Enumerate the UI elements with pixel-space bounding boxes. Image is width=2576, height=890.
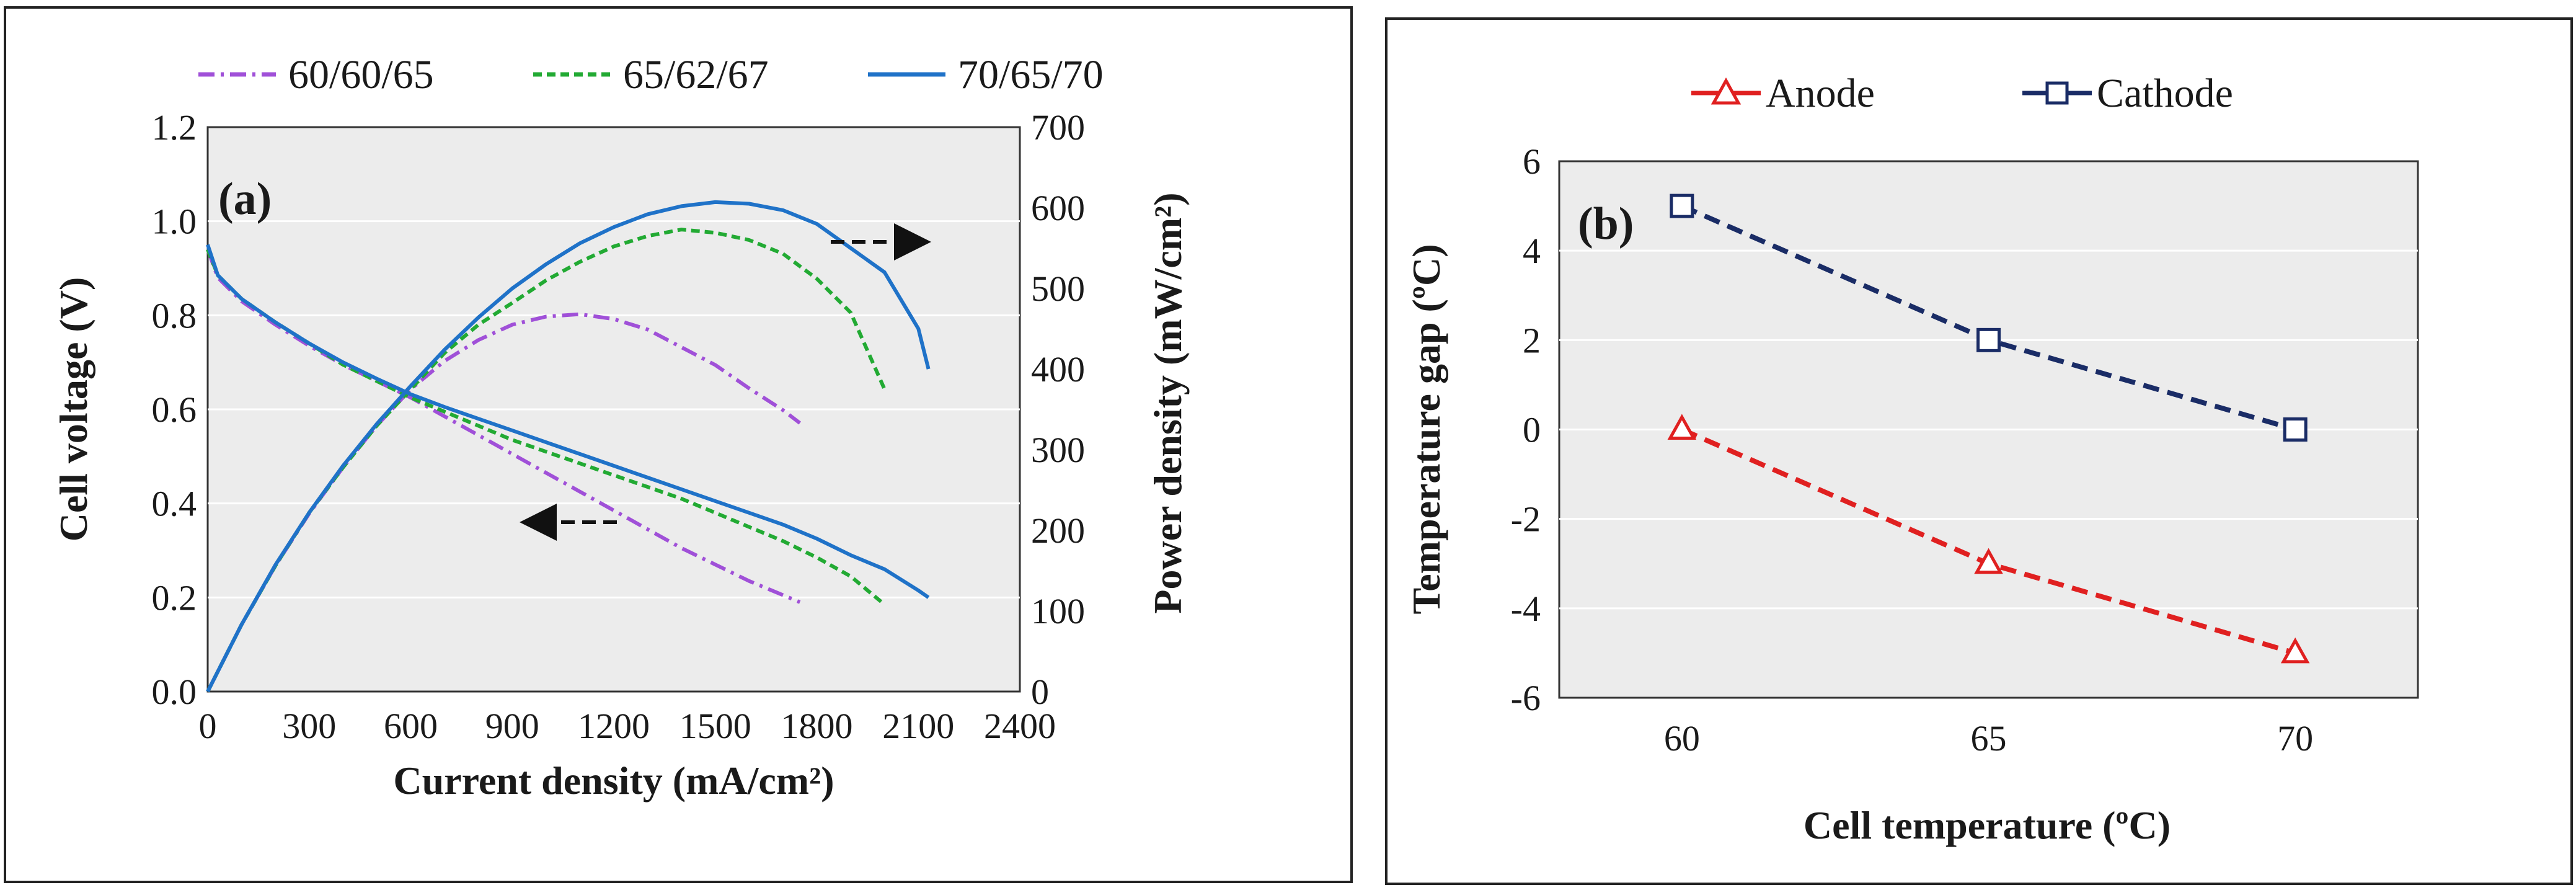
panel-a-gridlines: [208, 220, 1020, 599]
marker-anode: [1974, 548, 2003, 574]
series-voltage-line-60-60-65: [206, 249, 801, 604]
y-tick-label: -6: [1511, 678, 1541, 718]
y-tick-label: -2: [1511, 499, 1541, 540]
panel-b-frame: [1385, 17, 2573, 885]
panel-b: -6 -4 -2 0 2 4 6 60 65 70 (b) Anode Cathode Cell …: [1404, 71, 2419, 847]
y-tick-label: 0.2: [152, 577, 197, 618]
y2-tick-label: 400: [1031, 349, 1085, 389]
y2-tick-label: 500: [1031, 269, 1085, 309]
x-tick-label: 900: [485, 706, 539, 746]
legend-label-60-60-65: 60/60/65: [288, 52, 434, 97]
y-tick-label: 4: [1523, 231, 1541, 271]
x-tick-label: 60: [1664, 718, 1700, 759]
y2-tick-label: 700: [1031, 107, 1085, 148]
panel-b-ticks: -6 -4 -2 0 2 4 6 60 65 70: [1511, 141, 2313, 759]
panel-b-ylabel: Temperature gap (ºC): [1404, 244, 1448, 614]
x-tick-label: 2100: [882, 706, 954, 746]
x-tick-label: 300: [282, 706, 336, 746]
marker-anode: [2280, 637, 2310, 664]
panel-a-ylabel: Cell voltage (V): [51, 277, 95, 542]
y-tick-label: 0.4: [152, 484, 197, 524]
y2-tick-label: 0: [1031, 672, 1049, 712]
panel-a-label: (a): [218, 174, 272, 225]
y-tick-label: 0.6: [152, 389, 197, 430]
legend-marker-anode: [1711, 77, 1742, 105]
legend-marker-cathode: [2045, 81, 2069, 105]
x-tick-label: 600: [384, 706, 438, 746]
panel-a-series: [206, 200, 931, 693]
marker-cathode: [1670, 194, 1694, 218]
series-voltage-line-65-62-67: [206, 249, 886, 607]
panel-b-legend: Anode Cathode: [1691, 71, 2233, 116]
x-tick-label: 1800: [781, 706, 853, 746]
y-tick-label: 1.2: [152, 107, 197, 148]
x-tick-label: 70: [2277, 718, 2313, 759]
panel-a-xlabel: Current density (mA/cm²): [393, 759, 834, 803]
y-tick-label: 1.0: [152, 202, 197, 242]
y2-tick-label: 600: [1031, 188, 1085, 228]
x-tick-label: 0: [199, 706, 217, 746]
y2-tick-label: 100: [1031, 591, 1085, 631]
series-voltage-line-70-65-70: [206, 244, 930, 599]
y-tick-label: 0.8: [152, 295, 197, 336]
marker-anode: [1667, 414, 1697, 440]
y-tick-label: 0.0: [152, 672, 197, 712]
y2-tick-label: 300: [1031, 430, 1085, 470]
panel-b-label: (b): [1578, 198, 1634, 249]
x-tick-label: 65: [1971, 718, 2007, 759]
x-tick-label: 2400: [984, 706, 1056, 746]
y2-tick-label: 200: [1031, 510, 1085, 551]
x-tick-label: 1500: [679, 706, 751, 746]
panel-a-legend: 60/60/65 65/62/67 70/65/70: [198, 52, 1104, 97]
marker-cathode: [2283, 417, 2308, 442]
legend-label-cathode: Cathode: [2097, 71, 2233, 116]
y-tick-label: 0: [1523, 410, 1541, 450]
marker-cathode: [1976, 327, 2001, 352]
legend-label-70-65-70: 70/65/70: [958, 52, 1104, 97]
series-power-line-70-65-70: [206, 200, 931, 693]
panel-b-series: [1667, 194, 2310, 664]
y-tick-label: 6: [1523, 141, 1541, 182]
panel-a-y2label: Power density (mW/cm²): [1146, 192, 1190, 613]
panel-a-frame: [4, 6, 1353, 883]
panel-a-ticks: 0.0 0.2 0.4 0.6 0.8 1.0 1.2 0 100 200 300 400 500 600…: [152, 107, 1086, 746]
y-tick-label: 2: [1523, 320, 1541, 360]
x-tick-label: 1200: [578, 706, 650, 746]
y-tick-label: -4: [1511, 589, 1541, 629]
panel-b-gridlines: [1559, 249, 2418, 610]
legend-label-65-62-67: 65/62/67: [623, 52, 769, 97]
panel-a: 0.0 0.2 0.4 0.6 0.8 1.0 1.2 0 100 200 300 400 500 600…: [51, 52, 1190, 803]
panel-b-xlabel: Cell temperature (ºC): [1804, 803, 2171, 847]
legend-label-anode: Anode: [1766, 71, 1875, 116]
